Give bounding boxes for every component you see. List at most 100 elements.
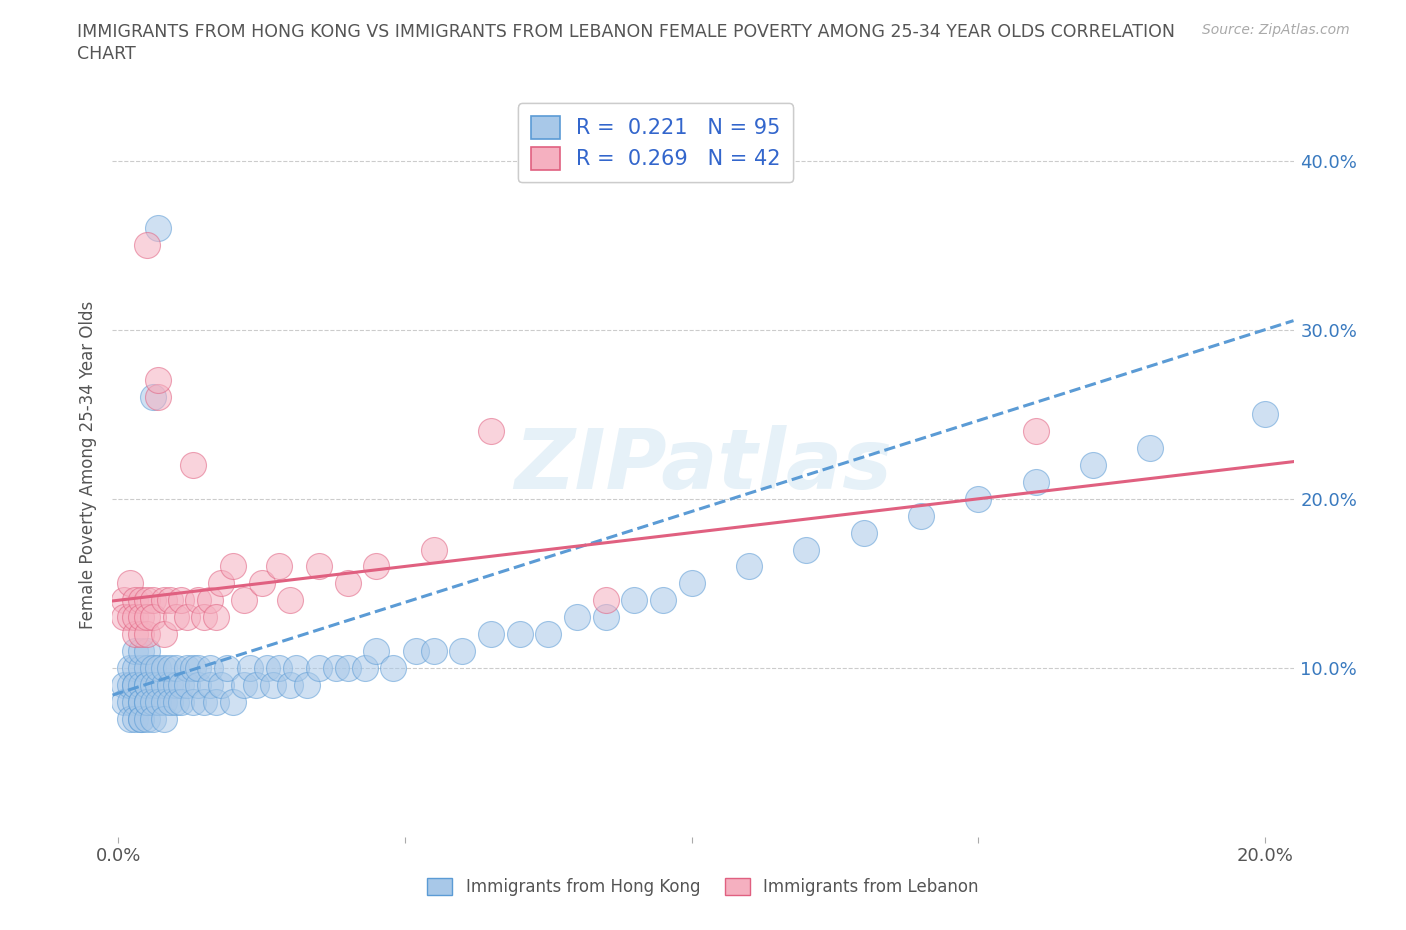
Point bbox=[135, 711, 157, 726]
Point bbox=[153, 695, 176, 710]
Point bbox=[170, 592, 193, 607]
Point bbox=[124, 627, 146, 642]
Point bbox=[651, 592, 673, 607]
Point bbox=[153, 711, 176, 726]
Point bbox=[204, 610, 226, 625]
Point bbox=[325, 660, 347, 675]
Point bbox=[153, 677, 176, 692]
Point bbox=[148, 677, 170, 692]
Point bbox=[118, 695, 141, 710]
Point bbox=[165, 660, 187, 675]
Point bbox=[135, 660, 157, 675]
Point bbox=[366, 644, 388, 658]
Point bbox=[353, 660, 375, 675]
Point bbox=[142, 610, 165, 625]
Point bbox=[124, 677, 146, 692]
Point bbox=[129, 695, 152, 710]
Point bbox=[159, 695, 181, 710]
Point bbox=[308, 559, 330, 574]
Point bbox=[479, 627, 502, 642]
Point bbox=[681, 576, 703, 591]
Point bbox=[738, 559, 761, 574]
Point bbox=[967, 491, 990, 506]
Point bbox=[217, 660, 239, 675]
Point bbox=[129, 627, 152, 642]
Point bbox=[1081, 458, 1104, 472]
Point bbox=[595, 592, 617, 607]
Point bbox=[135, 677, 157, 692]
Point bbox=[910, 509, 932, 524]
Point bbox=[129, 711, 152, 726]
Point bbox=[222, 695, 245, 710]
Point bbox=[509, 627, 531, 642]
Point bbox=[118, 660, 141, 675]
Point bbox=[245, 677, 267, 692]
Point bbox=[308, 660, 330, 675]
Point bbox=[165, 695, 187, 710]
Point bbox=[153, 627, 176, 642]
Point bbox=[250, 576, 273, 591]
Point bbox=[187, 592, 209, 607]
Point bbox=[112, 677, 135, 692]
Legend: R =  0.221   N = 95, R =  0.269   N = 42: R = 0.221 N = 95, R = 0.269 N = 42 bbox=[517, 103, 793, 182]
Point bbox=[112, 610, 135, 625]
Point bbox=[124, 711, 146, 726]
Point bbox=[148, 220, 170, 235]
Point bbox=[112, 695, 135, 710]
Point bbox=[565, 610, 588, 625]
Point bbox=[135, 677, 157, 692]
Point bbox=[1139, 441, 1161, 456]
Point bbox=[366, 559, 388, 574]
Point bbox=[233, 592, 256, 607]
Point bbox=[336, 576, 359, 591]
Point bbox=[124, 610, 146, 625]
Text: Source: ZipAtlas.com: Source: ZipAtlas.com bbox=[1202, 23, 1350, 37]
Point bbox=[148, 695, 170, 710]
Point bbox=[165, 610, 187, 625]
Y-axis label: Female Poverty Among 25-34 Year Olds: Female Poverty Among 25-34 Year Olds bbox=[79, 301, 97, 629]
Point bbox=[181, 660, 204, 675]
Point bbox=[129, 695, 152, 710]
Point bbox=[198, 677, 221, 692]
Point bbox=[233, 677, 256, 692]
Point bbox=[422, 542, 444, 557]
Point bbox=[181, 695, 204, 710]
Point bbox=[118, 677, 141, 692]
Point bbox=[422, 644, 444, 658]
Point bbox=[135, 238, 157, 253]
Point bbox=[142, 390, 165, 405]
Point bbox=[1025, 474, 1047, 489]
Point bbox=[159, 660, 181, 675]
Point bbox=[129, 610, 152, 625]
Point bbox=[256, 660, 278, 675]
Point bbox=[153, 660, 176, 675]
Point bbox=[181, 458, 204, 472]
Point bbox=[170, 677, 193, 692]
Point bbox=[142, 711, 165, 726]
Point bbox=[129, 677, 152, 692]
Point bbox=[148, 660, 170, 675]
Point bbox=[135, 627, 157, 642]
Point bbox=[176, 660, 198, 675]
Point bbox=[222, 559, 245, 574]
Point bbox=[118, 711, 141, 726]
Point bbox=[124, 644, 146, 658]
Point bbox=[193, 695, 215, 710]
Point bbox=[267, 660, 290, 675]
Point bbox=[209, 576, 232, 591]
Point bbox=[142, 677, 165, 692]
Point bbox=[159, 592, 181, 607]
Point bbox=[187, 660, 209, 675]
Point bbox=[124, 677, 146, 692]
Point bbox=[153, 592, 176, 607]
Point bbox=[142, 592, 165, 607]
Point bbox=[623, 592, 645, 607]
Point bbox=[267, 559, 290, 574]
Point bbox=[135, 644, 157, 658]
Point bbox=[142, 695, 165, 710]
Point bbox=[148, 373, 170, 388]
Point bbox=[204, 695, 226, 710]
Point bbox=[198, 660, 221, 675]
Point bbox=[198, 592, 221, 607]
Point bbox=[176, 677, 198, 692]
